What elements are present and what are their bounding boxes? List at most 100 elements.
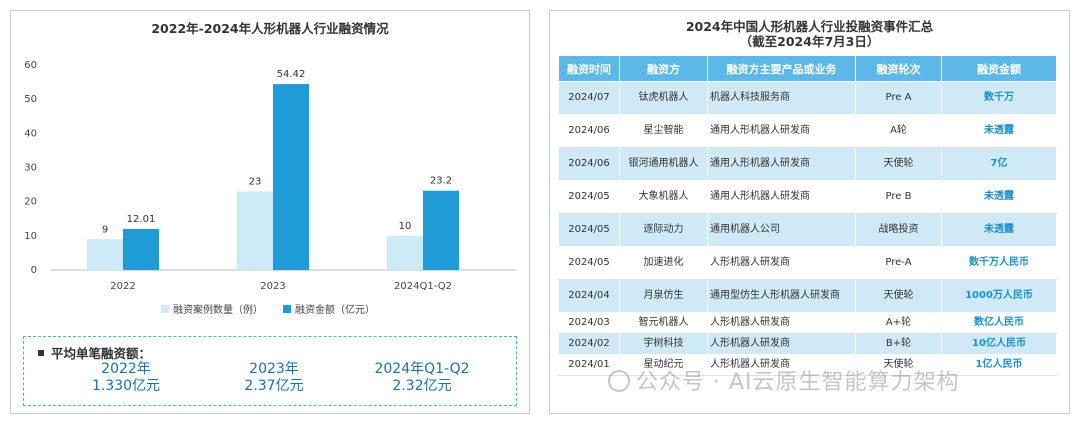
cell-amount: 1亿人民币 (941, 354, 1057, 376)
cell-time: 2024/02 (558, 333, 620, 355)
y-tick-label: 40 (24, 128, 37, 139)
cell-amount: 1000万人民币 (941, 279, 1057, 313)
bar-case-count (237, 191, 273, 270)
cell-company: 加速进化 (619, 246, 708, 280)
table-row: 2024/06 星尘智能 通用人形机器人研发商 A轮 未透露 (558, 114, 1057, 148)
cell-amount: 数亿人民币 (941, 312, 1057, 334)
cell-round: B+轮 (855, 333, 942, 355)
cell-amount: 未透露 (941, 180, 1057, 214)
data-label: 9 (102, 224, 108, 235)
table-row: 2024/03 智元机器人 人形机器人研发商 A+轮 数亿人民币 (558, 312, 1057, 334)
cell-round: 战略投资 (855, 213, 942, 247)
table-row: 2024/01 星动纪元 人形机器人研发商 天使轮 1亿人民币 (558, 354, 1057, 376)
cell-business: 人形机器人研发商 (707, 312, 856, 334)
table-row: 2024/05 加速进化 人形机器人研发商 Pre-A 数千万人民币 (558, 246, 1057, 280)
data-label: 23 (249, 176, 262, 187)
table-title: 2024年中国人形机器人行业投融资事件汇总 (685, 19, 934, 34)
cell-time: 2024/06 (558, 147, 620, 181)
cell-company: 星动纪元 (619, 354, 708, 376)
cell-time: 2024/01 (558, 354, 620, 376)
cell-business: 通用人形机器人研发商 (707, 114, 856, 148)
cell-round: 天使轮 (855, 147, 942, 181)
cell-round: A+轮 (855, 312, 942, 334)
chart-title: 2022年-2024年人形机器人行业融资情况 (151, 21, 389, 36)
table-row: 2024/07 钛虎机器人 机器人科技服务商 Pre A 数千万 (558, 81, 1057, 115)
bar-amount (123, 228, 159, 270)
cell-round: Pre-A (855, 246, 942, 280)
cell-amount: 7亿 (941, 147, 1057, 181)
cell-company: 逐际动力 (619, 213, 708, 247)
funding-chart-panel: 2022年-2024年人形机器人行业融资情况 0 10 20 30 40 50 60 9 23 1… (10, 10, 530, 414)
events-table-panel: 2024年中国人形机器人行业投融资事件汇总 （截至2024年7月3日） 融资时间… (549, 10, 1070, 414)
cell-round: A轮 (855, 114, 942, 148)
watermark: 公众号 · AI云原生智能算力架构 (608, 364, 960, 396)
summary-item-2022: 2022年 1.330亿元 (91, 361, 161, 394)
cell-time: 2024/04 (558, 279, 620, 313)
legend-label: 融资金额（亿元） (295, 303, 375, 316)
cell-round: 天使轮 (855, 279, 942, 313)
cell-business: 通用型仿生人形机器人研发商 (707, 279, 856, 313)
cell-time: 2024/05 (558, 246, 620, 280)
table-subtitle: （截至2024年7月3日） (739, 34, 880, 49)
cell-business: 通用人形机器人研发商 (707, 147, 856, 181)
table-row: 2024/02 宇树科技 人形机器人研发商 B+轮 10亿人民币 (558, 333, 1057, 355)
cell-amount: 10亿人民币 (941, 333, 1057, 355)
y-tick-label: 20 (24, 197, 37, 208)
cell-business: 人形机器人研发商 (707, 246, 856, 280)
y-tick-label: 0 (31, 265, 37, 276)
cell-company: 星尘智能 (619, 114, 708, 148)
x-tick-label: 2024Q1-Q2 (394, 281, 452, 292)
cell-company: 银河通用机器人 (619, 147, 708, 181)
cell-time: 2024/05 (558, 180, 620, 214)
data-label: 23.2 (430, 176, 452, 187)
cell-time: 2024/06 (558, 114, 620, 148)
cell-round: 天使轮 (855, 354, 942, 376)
cell-amount: 未透露 (941, 114, 1057, 148)
header-company: 融资方 (619, 55, 708, 82)
y-tick-label: 60 (24, 60, 37, 71)
header-round: 融资轮次 (855, 55, 942, 82)
data-label: 54.42 (277, 69, 306, 80)
y-tick-label: 10 (24, 231, 37, 242)
cell-company: 大象机器人 (619, 180, 708, 214)
header-time: 融资时间 (558, 55, 620, 82)
cell-time: 2024/05 (558, 213, 620, 247)
cell-round: Pre B (855, 180, 942, 214)
x-tick-label: 2023 (260, 281, 285, 292)
table-row: 2024/06 银河通用机器人 通用人形机器人研发商 天使轮 7亿 (558, 147, 1057, 181)
cell-company: 智元机器人 (619, 312, 708, 334)
cell-company: 钛虎机器人 (619, 81, 708, 115)
legend-label: 融资案例数量（例） (173, 303, 263, 316)
y-tick-label: 50 (24, 94, 37, 105)
cell-business: 机器人科技服务商 (707, 81, 856, 115)
cell-time: 2024/07 (558, 81, 620, 115)
cell-business: 人形机器人研发商 (707, 354, 856, 376)
funding-bar-chart: 0 10 20 30 40 50 60 9 23 10 12.01 54.42 23.2 2022 2023… (24, 60, 516, 316)
funding-events-table: 融资时间 融资方 融资方主要产品或业务 融资轮次 融资金额 2024/07 钛虎机… (558, 55, 1057, 376)
table-row: 2024/04 月泉仿生 通用型仿生人形机器人研发商 天使轮 1000万人民币 (558, 279, 1057, 313)
cell-business: 通用人形机器人研发商 (707, 180, 856, 214)
bar-case-count (387, 235, 423, 270)
table-header-row: 融资时间 融资方 融资方主要产品或业务 融资轮次 融资金额 (558, 55, 1057, 82)
summary-item-2024: 2024年Q1-Q2 2.32亿元 (374, 361, 470, 394)
cell-amount: 数千万 (941, 81, 1057, 115)
summary-heading: 平均单笔融资额： (38, 343, 151, 362)
header-business: 融资方主要产品或业务 (707, 55, 856, 82)
average-funding-summary: 平均单笔融资额： 2022年 1.330亿元 2023年 2.37亿元 2024年Q… (23, 336, 517, 406)
summary-item-2023: 2023年 2.37亿元 (244, 361, 304, 394)
bar-amount (273, 84, 309, 270)
cell-business: 人形机器人研发商 (707, 333, 856, 355)
cell-amount: 未透露 (941, 213, 1057, 247)
legend-swatch (283, 305, 291, 313)
cell-business: 通用机器人公司 (707, 213, 856, 247)
table-row: 2024/05 大象机器人 通用人形机器人研发商 Pre B 未透露 (558, 180, 1057, 214)
cell-company: 月泉仿生 (619, 279, 708, 313)
bar-amount (423, 190, 459, 270)
data-label: 10 (399, 221, 412, 232)
bar-case-count (87, 239, 123, 270)
cell-amount: 数千万人民币 (941, 246, 1057, 280)
data-label: 12.01 (127, 214, 156, 225)
cell-round: Pre A (855, 81, 942, 115)
x-tick-label: 2022 (110, 281, 135, 292)
cell-time: 2024/03 (558, 312, 620, 334)
